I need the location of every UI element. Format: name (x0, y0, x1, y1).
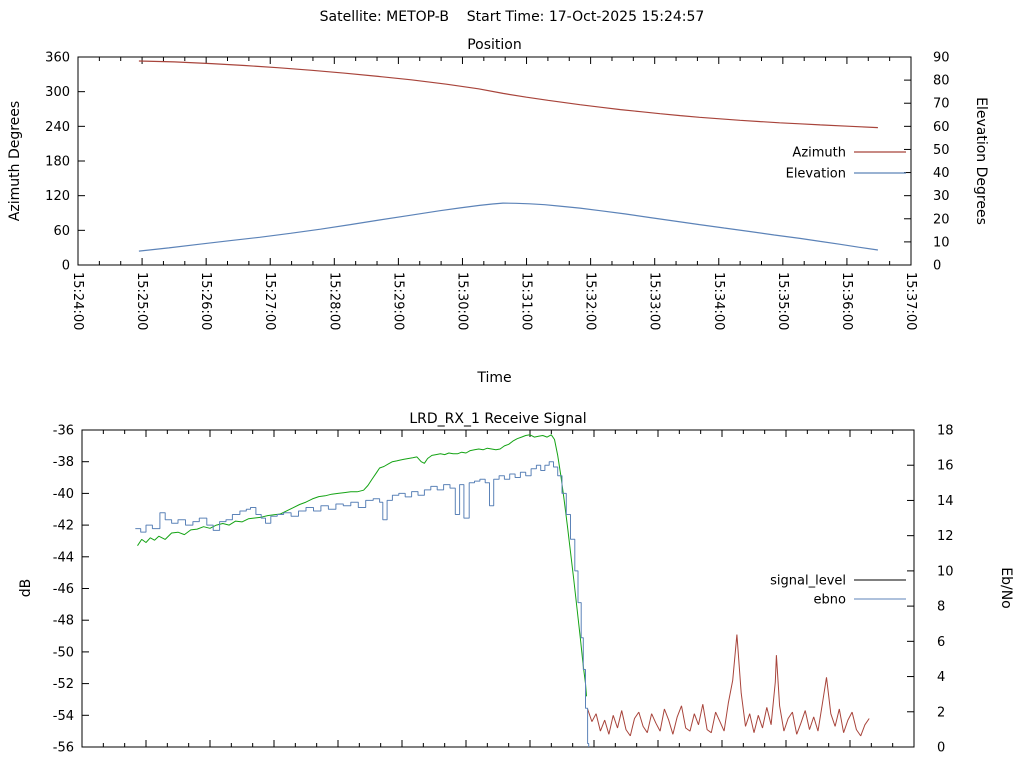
x-tick-label: 15:24:00 (70, 272, 85, 330)
y2-tick-label: 0 (933, 259, 941, 274)
signal-chart-title: LRD_RX_1 Receive Signal (409, 411, 587, 427)
y-tick-label: -42 (53, 519, 74, 534)
y2-tick-label: 14 (937, 494, 954, 509)
y-tick-label: 240 (45, 120, 70, 135)
legend-label: signal_level (770, 574, 846, 589)
x-tick-label: 15:34:00 (711, 272, 726, 330)
y-tick-label: -50 (53, 645, 74, 660)
x-tick-label: 15:27:00 (262, 272, 277, 330)
y-tick-label: 0 (62, 259, 70, 274)
legend-label: Azimuth (792, 146, 846, 161)
x-tick-label: 15:36:00 (839, 272, 854, 330)
x-tick-label: 15:35:00 (775, 272, 790, 330)
x-tick-label: 15:25:00 (134, 272, 149, 330)
signal-chart: -56 -54 -52 -50 -48 -46 -44 -42 -40 -38 -36 0 2 4 6 8 10… (53, 424, 954, 756)
y2-tick-label: 18 (937, 424, 954, 439)
azimuth-series (138, 60, 878, 129)
x-tick-label: 15:29:00 (390, 272, 405, 330)
y-tick-label: -54 (53, 709, 74, 724)
y-tick-label: -52 (53, 677, 74, 692)
plot-border (81, 429, 915, 748)
x-tick-label: 15:37:00 (903, 272, 918, 330)
y-tick-label: 60 (53, 224, 70, 239)
y2-tick-label: 12 (937, 529, 954, 544)
y2-tick-label: 0 (937, 741, 945, 756)
time-axis-label: Time (477, 370, 512, 386)
y2-tick-label: 90 (933, 51, 950, 66)
signal-level-locked-series (137, 434, 587, 697)
ebno-series (135, 461, 590, 747)
y2-tick-label: 8 (937, 600, 945, 615)
y-tick-label: -46 (53, 582, 74, 597)
x-tick-label: 15:28:00 (326, 272, 341, 330)
x-tick-label: 15:31:00 (519, 272, 534, 330)
y2-tick-label: 60 (933, 120, 950, 135)
y2-tick-label: 6 (937, 635, 945, 650)
y2-tick-label: 10 (933, 235, 950, 250)
y2-tick-label: 80 (933, 74, 950, 89)
signal-level-unlocked-series (587, 634, 870, 737)
x-tick-label: 15:32:00 (583, 272, 598, 330)
y-tick-label: 180 (45, 155, 70, 170)
page-title: Satellite: METOP-B Start Time: 17-Oct-20… (319, 9, 705, 25)
y-tick-label: -36 (53, 424, 74, 439)
x-tick-label: 15:30:00 (454, 272, 469, 330)
position-chart-title: Position (467, 37, 522, 53)
position-chart: 15:24:00 15:25:00 15:26:00 15:27:00 15:28:00… (45, 51, 949, 331)
legend-label: Elevation (786, 167, 846, 182)
y2-tick-label: 40 (933, 166, 950, 181)
y2-tick-label: 50 (933, 143, 950, 158)
y-tick-label: -38 (53, 455, 74, 470)
y2-tick-label: 16 (937, 459, 954, 474)
legend-label: ebno (814, 593, 846, 608)
y-tick-label: -44 (53, 550, 74, 565)
y-tick-label: 300 (45, 85, 70, 100)
y-tick-label: 120 (45, 189, 70, 204)
elevation-series (138, 202, 878, 252)
y2-tick-label: 10 (937, 564, 954, 579)
x-tick-label: 15:33:00 (647, 272, 662, 330)
y2-tick-label: 2 (937, 705, 945, 720)
y-tick-label: -40 (53, 487, 74, 502)
y2-tick-label: 30 (933, 189, 950, 204)
y-tick-label: 360 (45, 51, 70, 66)
y-tick-label: -56 (53, 741, 74, 756)
y2-tick-label: 4 (937, 670, 945, 685)
y2-tick-label: 70 (933, 97, 950, 112)
x-tick-label: 15:26:00 (198, 272, 213, 330)
y2-tick-label: 20 (933, 212, 950, 227)
y-tick-label: -48 (53, 614, 74, 629)
plot-border (77, 56, 912, 266)
